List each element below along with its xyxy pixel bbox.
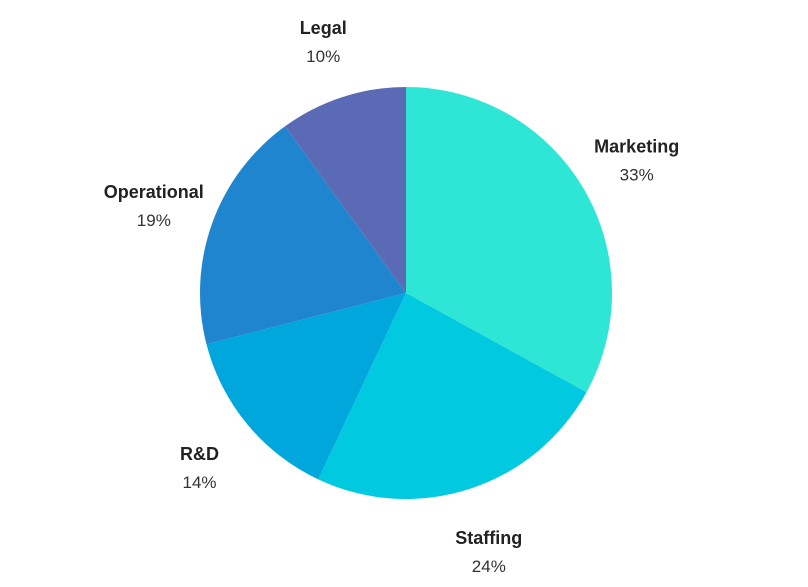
slice-name-label: Legal [300,18,347,38]
slice-name-label: Staffing [455,528,522,548]
pie-slice-marketing [406,87,613,393]
slice-percent-label: 24% [472,557,506,576]
slice-label-operational: Operational 19% [104,182,204,230]
pie-labels: Marketing 33% Staffing 24% R&D 14% Operational… [104,18,679,576]
pie-slices [199,87,613,499]
slice-percent-label: 19% [137,211,171,230]
slice-label-legal: Legal 10% [300,18,347,66]
pie-slice-staffing [318,293,587,499]
slice-label-marketing: Marketing 33% [594,137,679,185]
slice-label-staffing: Staffing 24% [455,528,522,576]
slice-name-label: Marketing [594,137,679,157]
slice-percent-label: 33% [620,166,654,185]
slice-name-label: Operational [104,182,204,202]
slice-name-label: R&D [180,444,219,464]
pie-slice-operational [199,126,406,345]
pie-slice-r-d [206,293,406,480]
slice-label-r-d: R&D 14% [180,444,219,492]
slice-percent-label: 14% [182,473,216,492]
slice-percent-label: 10% [306,47,340,66]
pie-slice-legal [284,87,406,293]
